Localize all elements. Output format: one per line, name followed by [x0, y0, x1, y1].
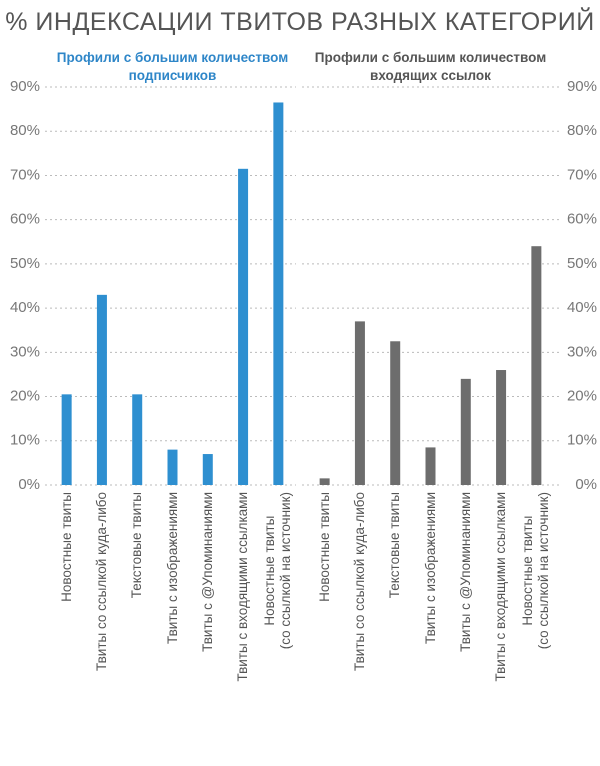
bar [390, 341, 401, 485]
x-tick-label: Новостные твиты [316, 492, 332, 602]
x-tick-label: Новостные твиты (со ссылкой на источник) [262, 492, 294, 650]
y-tick-label: 60% [567, 211, 597, 228]
y-tick-label: 70% [567, 166, 597, 183]
bar [496, 370, 507, 485]
x-tick-label: Твиты с изображениями [422, 492, 438, 645]
y-tick-label: 40% [567, 299, 597, 316]
bar [460, 378, 471, 485]
y-tick-label: 60% [10, 211, 40, 228]
y-tick-label: 50% [567, 255, 597, 272]
bar [354, 321, 365, 485]
x-tick-label: Твиты с входящими ссылками [235, 492, 251, 682]
y-tick-label: 30% [567, 343, 597, 360]
x-tick-label: Твиты со ссылкой куда-либо [351, 492, 367, 672]
y-tick-label: 20% [10, 388, 40, 405]
bar [425, 447, 436, 485]
y-tick-label: 10% [10, 432, 40, 449]
x-tick-label: Твиты с входящими ссылками [493, 492, 509, 682]
x-tick-label: Текстовые твиты [387, 492, 403, 599]
y-tick-label: 10% [567, 432, 597, 449]
bar [531, 246, 542, 485]
bar [273, 102, 284, 485]
y-tick-label: 80% [567, 122, 597, 139]
y-tick-label: 90% [10, 78, 40, 95]
bar [319, 478, 330, 485]
subtitle: Профили с большим количеством входящих с… [314, 50, 547, 83]
y-tick-label: 0% [18, 476, 40, 493]
y-tick-label: 40% [10, 299, 40, 316]
bar [202, 454, 213, 485]
bar [61, 394, 72, 485]
x-tick-label: Твиты с изображениями [164, 492, 180, 645]
subtitle: Профили с большим количеством подписчико… [56, 50, 289, 83]
y-tick-label: 80% [10, 122, 40, 139]
x-tick-label: Новостные твиты [58, 492, 74, 602]
x-tick-label: Твиты с @Упоминаниями [199, 492, 215, 652]
y-tick-label: 30% [10, 343, 40, 360]
x-tick-label: Новостные твиты (со ссылкой на источник) [520, 492, 552, 650]
bar [238, 168, 249, 486]
y-tick-label: 90% [567, 78, 597, 95]
x-tick-label: Текстовые твиты [129, 492, 145, 599]
x-tick-label: Твиты со ссылкой куда-либо [93, 492, 109, 672]
bar [167, 449, 178, 485]
bar [132, 394, 143, 485]
y-tick-label: 70% [10, 166, 40, 183]
x-tick-label: Твиты с @Упоминаниями [457, 492, 473, 652]
bar [96, 294, 107, 485]
title: % ИНДЕКСАЦИИ ТВИТОВ РАЗНЫХ КАТЕГОРИЙ [5, 8, 595, 36]
y-tick-label: 0% [575, 476, 597, 493]
y-tick-label: 20% [567, 388, 597, 405]
y-tick-label: 50% [10, 255, 40, 272]
